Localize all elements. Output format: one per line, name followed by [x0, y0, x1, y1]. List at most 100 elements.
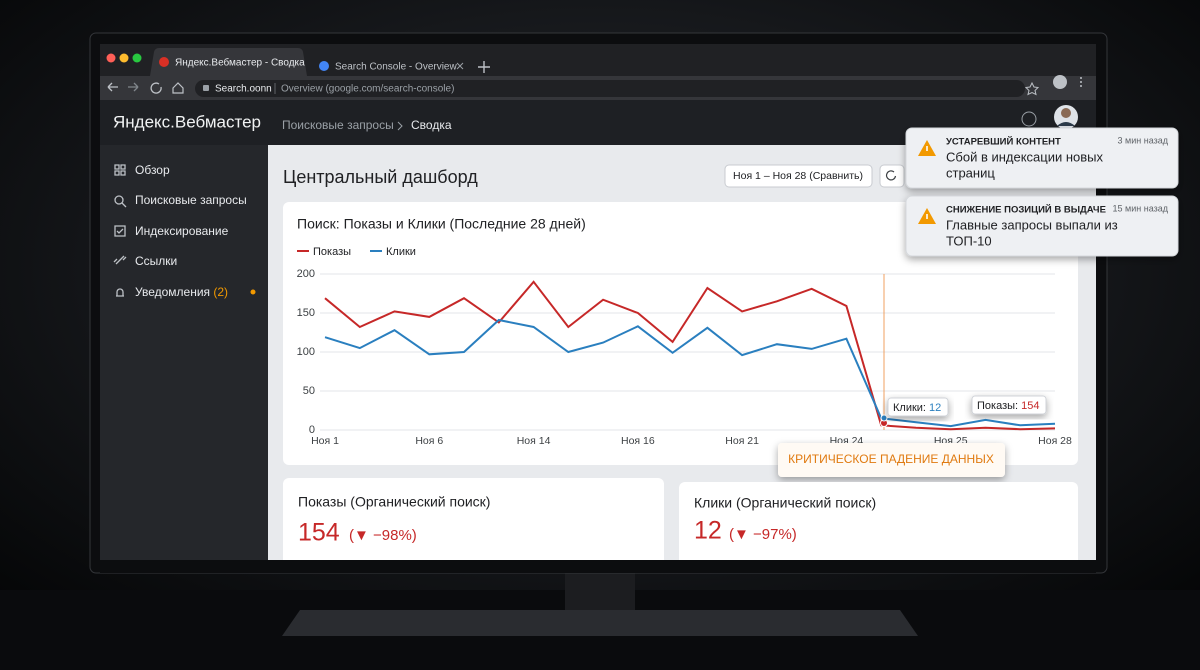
omnibox[interactable] — [195, 80, 1025, 97]
avatar-body — [1057, 122, 1075, 126]
y-tick-label: 200 — [297, 268, 315, 280]
series-line — [324, 280, 1056, 431]
home-button[interactable] — [172, 82, 184, 94]
metric-card — [679, 482, 1078, 568]
callout-value: 154 — [1021, 400, 1039, 412]
bezel-bottom — [100, 560, 1096, 573]
stand-base — [282, 610, 918, 636]
menu-dot[interactable] — [1080, 81, 1082, 83]
address-rest: Overview (google.com/search-console) — [281, 84, 454, 95]
metric-change: (▼ −98%) — [349, 527, 417, 544]
icon-links — [113, 255, 127, 265]
notification-time: 15 мин назад — [1113, 203, 1169, 213]
y-tick-label: 150 — [297, 307, 315, 319]
critical-banner — [778, 443, 1005, 477]
callout-value: 12 — [929, 402, 941, 414]
nav-item[interactable]: Уведомления (2) — [135, 285, 228, 299]
tab-close[interactable] — [456, 62, 464, 70]
series-line — [324, 318, 1056, 428]
legend-label: Показы — [313, 246, 351, 258]
chart-title: Поиск: Показы и Клики (Последние 28 дней… — [297, 216, 586, 232]
profile-icon[interactable] — [1053, 75, 1067, 89]
y-tick-label: 50 — [303, 385, 315, 397]
nav-item[interactable]: Поисковые запросы — [135, 193, 247, 207]
nav-item[interactable]: Обзор — [135, 163, 170, 177]
y-tick-label: 100 — [297, 346, 315, 358]
x-tick-label: Ноя 28 — [1038, 435, 1072, 447]
tab-favicon — [319, 61, 329, 71]
notifications: УСТАРЕВШИЙ КОНТЕНТ 3 мин назад Сбой в инде… — [905, 127, 1179, 257]
lock-icon — [203, 85, 209, 91]
icon-indexing — [114, 225, 126, 237]
help-icon[interactable] — [1021, 111, 1037, 127]
active-tab[interactable] — [150, 48, 307, 76]
breadcrumb-chevron — [397, 121, 403, 131]
date-range: Ноя 1 – Ноя 28 (Сравнить) — [733, 170, 863, 182]
callout — [887, 397, 949, 417]
icon-search — [114, 195, 127, 208]
nav-label: Уведомления — [135, 285, 210, 299]
logo[interactable]: Яндекс.Вебмастер — [113, 112, 261, 131]
critical-text: КРИТИЧЕСКОЕ ПАДЕНИЕ ДАННЫХ — [788, 452, 994, 466]
window-close[interactable] — [106, 53, 116, 63]
x-tick-label: Ноя 1 — [311, 435, 339, 447]
forward-button[interactable] — [128, 82, 139, 92]
tab-title[interactable]: Search Console - Overview — [335, 62, 457, 73]
chart-card — [283, 202, 1078, 465]
nav-item[interactable]: Ссылки — [135, 254, 177, 268]
callout-label: Показы: — [977, 400, 1018, 412]
legend-label: Клики — [386, 246, 416, 258]
menu-dot[interactable] — [1080, 77, 1082, 79]
new-tab[interactable] — [478, 61, 490, 73]
back-button[interactable] — [107, 82, 118, 92]
callout-text: Показы: 154 — [977, 400, 1040, 412]
y-tick-label: 0 — [309, 424, 315, 436]
metric-change: (▼ −97%) — [729, 526, 797, 543]
warning-mark — [926, 146, 928, 151]
tab-favicon — [159, 57, 169, 67]
notification-message: Сбой в индексации новых — [946, 149, 1104, 164]
date-range-button[interactable] — [724, 164, 873, 188]
notification-card[interactable] — [905, 195, 1179, 257]
notification-card[interactable] — [905, 127, 1179, 189]
unread-dot — [250, 289, 256, 295]
nav-item[interactable]: Индексирование — [135, 224, 229, 238]
notification-message: страниц — [946, 165, 995, 180]
metric-card — [283, 478, 664, 568]
x-tick-label: Ноя 21 — [725, 435, 759, 447]
notification-title: СНИЖЕНИЕ ПОЗИЦИЙ В ВЫДАЧЕ — [946, 204, 1106, 216]
menu-dot[interactable] — [1080, 85, 1082, 87]
metric-title: Клики (Органический поиск) — [694, 495, 876, 511]
critical-point — [880, 414, 888, 422]
notification-message: Главные запросы выпали из — [946, 217, 1118, 232]
reload-button[interactable] — [150, 82, 162, 94]
notification-title: УСТАРЕВШИЙ КОНТЕНТ — [946, 136, 1061, 148]
x-tick-label: Ноя 16 — [621, 435, 655, 447]
window-maximize[interactable] — [132, 53, 142, 63]
nav-count: (2) — [213, 285, 228, 299]
breadcrumb[interactable]: Поисковые запросы — [282, 118, 394, 132]
icon-overview — [114, 164, 126, 176]
tab-title: Яндекс.Вебмастер - Сводка — [175, 57, 305, 69]
address-host: Search.oonn — [215, 84, 272, 95]
refresh-icon — [885, 170, 897, 181]
callout — [971, 395, 1047, 415]
icon-bell — [116, 288, 124, 297]
warning-mark — [926, 214, 928, 219]
metric-value: 12 — [694, 517, 722, 545]
sidebar — [100, 145, 268, 562]
window-minimize[interactable] — [119, 53, 129, 63]
refresh-button[interactable] — [879, 164, 905, 188]
notification-time: 3 мин назад — [1118, 135, 1169, 145]
bookmark-star[interactable] — [1024, 81, 1040, 96]
x-tick-label: Ноя 6 — [415, 435, 443, 447]
metric-value: 154 — [298, 519, 340, 547]
metric-title: Показы (Органический поиск) — [298, 494, 490, 510]
callout-text: Клики: 12 — [893, 402, 941, 414]
page-title: Центральный дашборд — [283, 167, 478, 187]
sidebar-icons — [113, 164, 127, 297]
plot: Показы Клики 0 50 100 150 200 Ноя 1 Ноя 6 Ноя 14 Н… — [297, 246, 1072, 477]
avatar-face — [1061, 108, 1071, 118]
